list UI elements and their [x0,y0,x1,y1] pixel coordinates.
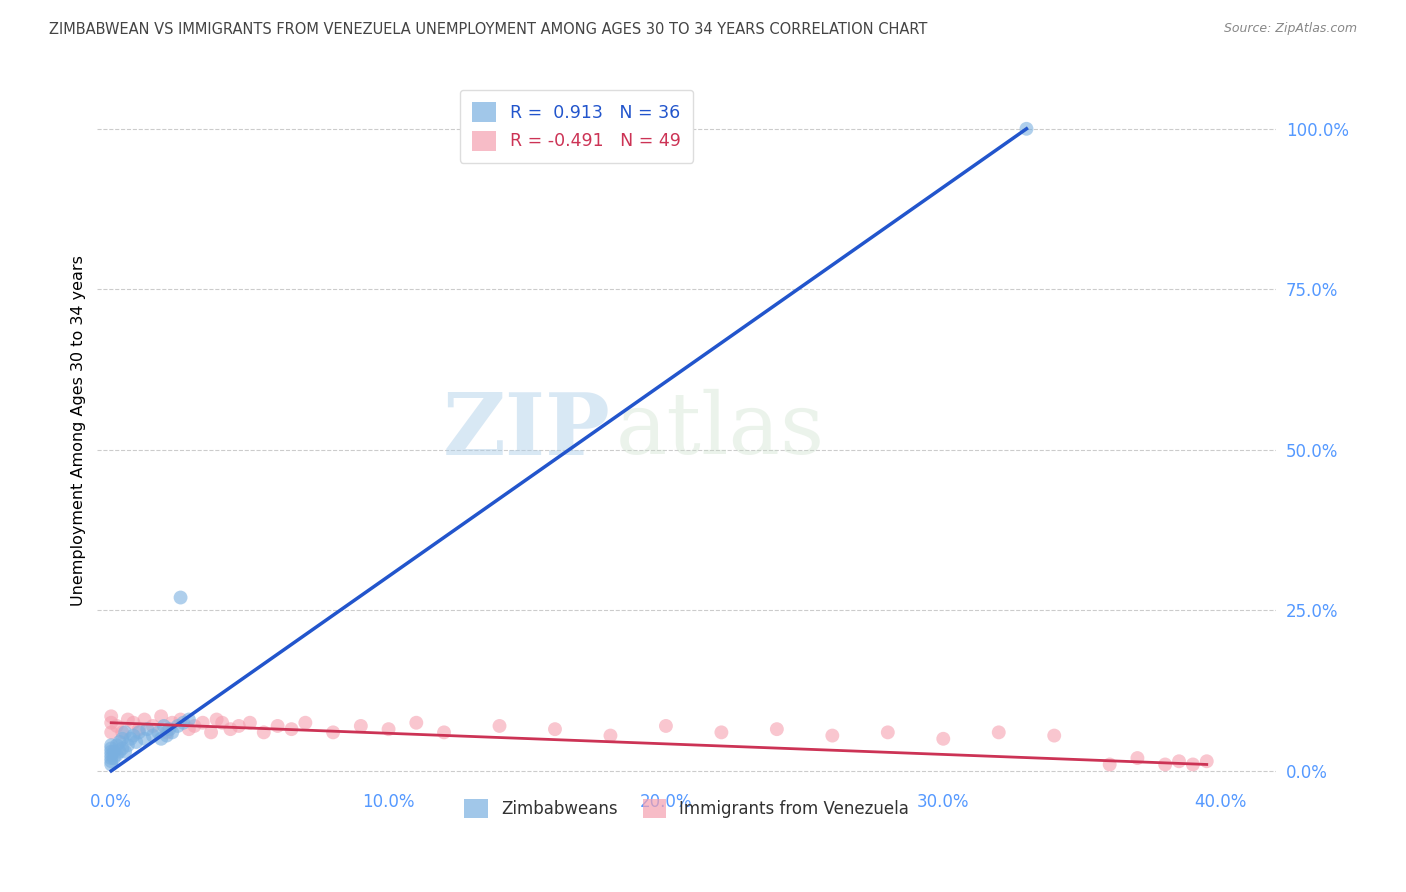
Point [1195,754,1218,768]
Point [433,725,456,739]
Point [117,713,139,727]
Point [177,713,200,727]
Point [544,722,567,736]
Point [177,722,200,736]
Point [100,741,122,756]
Point [172,715,194,730]
Point [1154,757,1177,772]
Point [488,719,510,733]
Point [228,719,250,733]
Point [159,722,181,736]
Point [105,738,128,752]
Point [710,725,733,739]
Point [377,722,399,736]
Point [103,751,125,765]
Point [191,715,214,730]
Point [655,719,678,733]
Point [766,722,789,736]
Text: atlas: atlas [616,389,825,472]
Point [162,725,184,739]
Point [142,719,165,733]
Point [100,725,122,739]
Point [183,719,205,733]
Point [156,725,179,739]
Point [1168,754,1191,768]
Point [322,725,344,739]
Point [136,722,159,736]
Point [122,715,145,730]
Point [280,722,302,736]
Point [153,719,176,733]
Point [122,729,145,743]
Point [350,719,373,733]
Point [111,725,134,739]
Point [169,713,191,727]
Point [294,715,316,730]
Point [128,725,150,739]
Point [1015,121,1038,136]
Point [148,725,170,739]
Point [100,747,122,762]
Point [142,729,165,743]
Point [100,738,122,752]
Point [103,745,125,759]
Point [100,751,122,765]
Point [100,754,122,768]
Point [205,713,228,727]
Text: Source: ZipAtlas.com: Source: ZipAtlas.com [1223,22,1357,36]
Point [266,719,288,733]
Point [219,722,242,736]
Point [120,731,142,746]
Text: ZIP: ZIP [443,389,610,473]
Point [599,729,621,743]
Point [1043,729,1066,743]
Point [108,735,131,749]
Point [156,729,179,743]
Point [100,745,122,759]
Point [876,725,898,739]
Legend: Zimbabweans, Immigrants from Venezuela: Zimbabweans, Immigrants from Venezuela [457,792,915,825]
Point [162,715,184,730]
Point [134,731,156,746]
Point [105,719,128,733]
Point [1126,751,1149,765]
Point [100,757,122,772]
Y-axis label: Unemployment Among Ages 30 to 34 years: Unemployment Among Ages 30 to 34 years [72,255,86,606]
Point [128,722,150,736]
Point [821,729,844,743]
Point [134,713,156,727]
Point [200,725,222,739]
Point [125,735,148,749]
Point [166,719,188,733]
Point [1181,757,1204,772]
Point [932,731,955,746]
Point [111,731,134,746]
Point [253,725,276,739]
Point [211,715,233,730]
Point [114,725,136,739]
Point [111,741,134,756]
Point [114,745,136,759]
Point [100,715,122,730]
Point [105,747,128,762]
Point [987,725,1010,739]
Point [405,715,427,730]
Point [100,709,122,723]
Point [239,715,262,730]
Point [1098,757,1121,772]
Point [150,731,173,746]
Point [169,591,191,605]
Point [108,745,131,759]
Point [117,738,139,752]
Point [150,709,173,723]
Text: ZIMBABWEAN VS IMMIGRANTS FROM VENEZUELA UNEMPLOYMENT AMONG AGES 30 TO 34 YEARS C: ZIMBABWEAN VS IMMIGRANTS FROM VENEZUELA … [49,22,928,37]
